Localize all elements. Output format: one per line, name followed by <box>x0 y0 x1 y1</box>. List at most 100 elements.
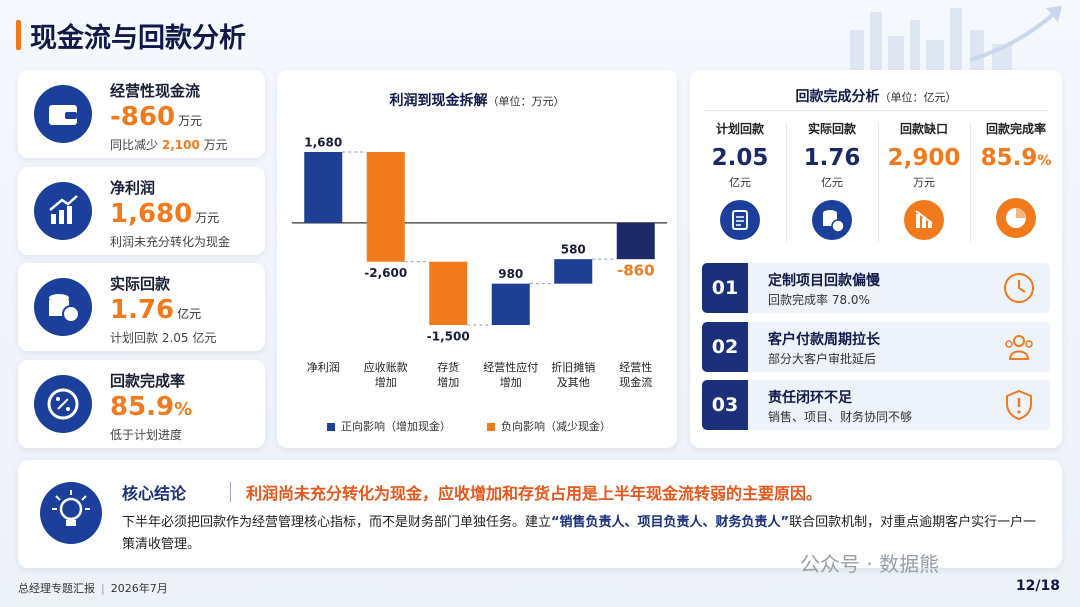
issue: 01 定制项目回款偏慢 回款完成率 78.0% <box>702 263 1050 313</box>
chart-panel: 利润到现金拆解（单位：万元） 1,680 -2,600 -1,500 980 580 -8… <box>277 70 677 448</box>
metric: 回款完成率 85.9% <box>972 120 1060 242</box>
bar <box>616 222 655 260</box>
metric-unit: 亿元 <box>729 176 751 189</box>
body-highlight: “销售负责人、项目负责人、财务负责人” <box>551 515 790 530</box>
metric-value: 2.05 <box>711 145 769 171</box>
value-label: 580 <box>561 243 586 257</box>
kpi-card: 实际回款 1.76 亿元 计划回款 2.05 亿元 <box>18 263 265 351</box>
legend-item: 正向影响（增加现金） <box>327 418 451 434</box>
kpi-value-line: -860 万元 <box>110 102 202 132</box>
coins-icon <box>812 200 852 240</box>
metric: 实际回款 1.76 亿元 <box>788 120 876 244</box>
kpi-note: 同比减少 <box>110 138 159 152</box>
kpi-value: 1,680 <box>110 199 193 229</box>
metric-label: 回款完成率 <box>985 122 1046 136</box>
coins-icon <box>34 278 92 336</box>
chart-title-line: 利润到现金拆解（单位：万元） <box>277 90 677 110</box>
chart: 1,680 -2,600 -1,500 980 580 -860 <box>292 136 667 344</box>
kpi-unit: 万元 <box>178 114 203 128</box>
issue: 02 客户付款周期拉长 部分大客户审批延后 <box>702 322 1050 372</box>
kpi-card: 回款完成率 85.9% 低于计划进度 <box>18 360 265 448</box>
growth-icon <box>34 182 92 240</box>
divider <box>704 110 1048 111</box>
legend-label: 负向影响（减少现金） <box>501 420 611 433</box>
legend-swatch <box>327 423 335 431</box>
value-label: -1,500 <box>427 330 470 344</box>
metric-label: 实际回款 <box>807 122 856 136</box>
issue-title: 定制项目回款偏慢 <box>768 273 880 289</box>
pie-icon <box>996 198 1036 238</box>
metric-value: 2,900 <box>887 145 961 171</box>
skyline-decoration <box>850 6 1062 70</box>
issue-title: 责任闭环不足 <box>768 390 852 406</box>
bar <box>429 261 468 325</box>
metric: 回款缺口 2,900 万元 <box>880 120 968 244</box>
metric-label: 回款缺口 <box>899 122 948 136</box>
kpi-card: 净利润 1,680 万元 利润未充分转化为现金 <box>18 167 265 255</box>
issue-number: 03 <box>702 380 748 430</box>
shield-icon <box>1006 389 1032 421</box>
kpi-title: 实际回款 <box>110 275 171 293</box>
bar <box>554 259 593 284</box>
metric-label: 计划回款 <box>715 122 764 136</box>
x-tick-label: 经营性应付 增加 <box>483 361 539 389</box>
kpi-title: 回款完成率 <box>110 372 186 390</box>
x-tick-label: 经营性 现金流 <box>619 361 653 389</box>
conclusion-panel: 核心结论 利润尚未充分转化为现金，应收增加和存货占用是上半年现金流转弱的主要原因… <box>18 460 1062 568</box>
kpi-note: 低于计划进度 <box>110 428 183 442</box>
kpi-value: -860 <box>110 102 176 132</box>
people-icon <box>1005 335 1033 360</box>
clock-icon <box>1004 273 1034 303</box>
legend-item: 负向影响（减少现金） <box>487 418 611 434</box>
recovery-title-line: 回款完成分析（单位：亿元） <box>690 86 1062 106</box>
recovery-title: 回款完成分析 <box>795 89 880 105</box>
kpi-title: 净利润 <box>110 179 156 197</box>
kpi-note: 计划回款 2.05 亿元 <box>110 331 217 345</box>
value-label: 1,680 <box>304 136 342 150</box>
percent-icon <box>34 375 92 433</box>
watermark: 公众号 · 数据熊 <box>800 552 940 576</box>
legend-label: 正向影响（增加现金） <box>341 420 451 433</box>
recovery-unit: （单位：亿元） <box>879 91 957 104</box>
metric-unit: 万元 <box>913 176 935 189</box>
chart-title: 利润到现金拆解 <box>389 93 488 109</box>
conclusion-headline: 利润尚未充分转化为现金，应收增加和存货占用是上半年现金流转弱的主要原因。 <box>246 484 823 503</box>
kpi-note: 利润未充分转化为现金 <box>110 235 231 249</box>
spacer <box>972 174 1060 188</box>
page-number: 12/18 <box>1015 578 1060 594</box>
kpi-unit: 万元 <box>195 211 220 225</box>
footer-left: 总经理专题汇报 | 2026年7月 <box>18 580 168 596</box>
x-tick-label: 存货 增加 <box>437 361 460 389</box>
issue: 03 责任闭环不足销售、项目、财务协同不够 <box>702 380 1050 430</box>
metric-unit: 亿元 <box>821 176 843 189</box>
metric-value: 85.9 <box>980 145 1038 171</box>
issue-detail: 部分大客户审批延后 <box>768 352 877 366</box>
kpi-card: 经营性现金流 -860 万元 同比减少 2,100 万元 <box>18 70 265 158</box>
bar <box>366 152 405 262</box>
kpi-value: 1.76 <box>110 295 175 325</box>
issue-title: 客户付款周期拉长 <box>768 332 880 348</box>
footer-separator: | <box>101 582 105 595</box>
value-label: 980 <box>498 267 523 281</box>
bulb-icon <box>40 482 102 544</box>
kpi-note-unit: 万元 <box>203 138 228 152</box>
kpi-value-line: 1,680 万元 <box>110 199 219 229</box>
issue-number: 02 <box>702 322 748 372</box>
kpi-note-value: 2,100 <box>161 138 200 152</box>
bar <box>304 152 343 223</box>
issue-number: 01 <box>702 263 748 313</box>
chart-subtitle: （单位：万元） <box>487 95 565 108</box>
metric-value: 1.76 <box>803 145 861 171</box>
body-text: 下半年必须把回款作为经营管理核心指标，而不是财务部门单独任务。建立 <box>122 515 552 530</box>
x-tick-label: 应收账款 增加 <box>363 361 408 389</box>
metric-unit: % <box>1037 153 1052 169</box>
kpi-value-line: 1.76 亿元 <box>110 295 201 325</box>
title-accent <box>16 20 21 50</box>
issue-detail: 回款完成率 78.0% <box>768 293 870 307</box>
kpi-value: 85.9 <box>110 392 175 422</box>
value-label: -860 <box>617 262 655 280</box>
footer-date: 2026年7月 <box>110 582 168 595</box>
issue-detail: 销售、项目、财务协同不够 <box>768 410 913 424</box>
